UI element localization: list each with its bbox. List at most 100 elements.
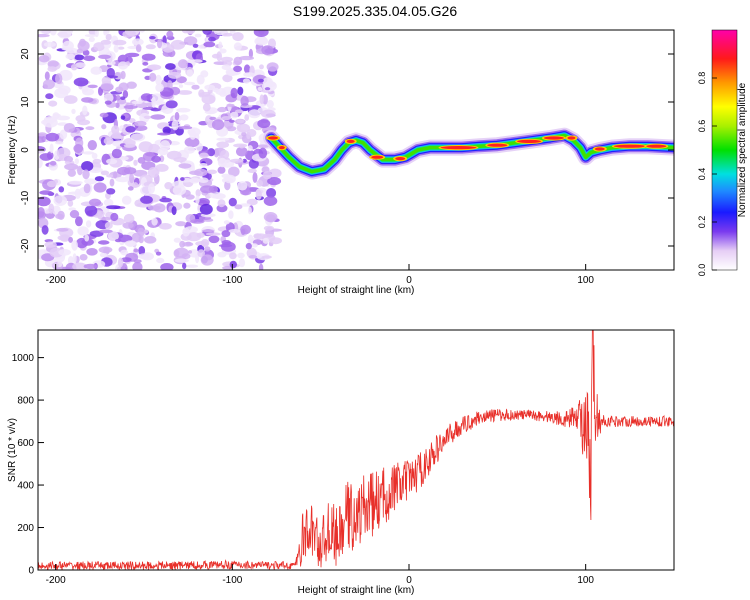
noise-blob <box>103 198 114 207</box>
colorbar-ticks: 0.0 0.2 0.4 0.6 0.8 <box>697 72 717 276</box>
noise-blob <box>245 242 252 250</box>
noise-blob <box>115 86 124 93</box>
noise-blob <box>234 204 243 210</box>
noise-blob <box>164 182 173 190</box>
noise-blob <box>186 69 194 77</box>
noise-blob <box>246 198 258 206</box>
noise-blob <box>202 229 215 233</box>
noise-blob <box>135 44 142 53</box>
noise-blob <box>88 36 95 43</box>
noise-blob <box>191 59 203 63</box>
noise-blob <box>180 177 185 181</box>
noise-blob <box>149 72 157 82</box>
noise-blob <box>129 173 135 184</box>
noise-blob <box>185 241 192 246</box>
noise-blob <box>87 84 98 89</box>
noise-blob <box>115 95 121 101</box>
noise-blob <box>121 195 132 205</box>
noise-blob <box>68 207 76 211</box>
ridge-hot-spot <box>268 136 278 140</box>
noise-blob <box>49 143 54 154</box>
noise-blob <box>228 229 241 233</box>
noise-blob <box>211 119 225 131</box>
noise-blob <box>178 126 193 130</box>
noise-blob <box>181 30 190 34</box>
noise-blob <box>166 150 182 160</box>
noise-blob <box>99 217 112 221</box>
noise-blob <box>149 36 156 40</box>
x-tick-label: -200 <box>46 575 66 586</box>
noise-blob <box>41 136 46 143</box>
y-tick-label: 200 <box>17 523 34 534</box>
noise-blob <box>234 109 245 114</box>
noise-blob <box>138 141 153 153</box>
noise-blob <box>212 87 220 93</box>
noise-blob <box>229 252 237 260</box>
ridge-hot-spot <box>487 143 508 147</box>
noise-blob <box>83 183 91 194</box>
noise-blob <box>191 84 200 90</box>
noise-blob <box>219 48 227 54</box>
noise-blob <box>260 109 276 119</box>
heatmap-xlabel: Height of straight line (km) <box>298 285 415 296</box>
noise-blob <box>178 59 188 69</box>
ridge-hot-spot <box>646 144 667 148</box>
ridge-hot-spot <box>346 139 355 143</box>
noise-blob <box>38 254 41 258</box>
noise-blob <box>107 231 119 242</box>
noise-blob <box>136 202 152 208</box>
noise-blob <box>141 53 156 61</box>
colorbar-tick-label: 0.4 <box>697 168 707 181</box>
noise-blob <box>160 263 174 270</box>
noise-blob <box>56 267 63 270</box>
noise-blob <box>217 157 227 168</box>
noise-blob <box>184 137 200 148</box>
noise-blob <box>82 49 90 56</box>
noise-blob <box>90 66 103 75</box>
noise-blob <box>97 240 110 245</box>
noise-blob <box>265 214 276 223</box>
noise-blob <box>58 85 71 95</box>
noise-blob <box>133 259 142 264</box>
noise-blob <box>49 160 57 166</box>
noise-blob <box>243 72 255 77</box>
noise-blob <box>140 195 153 204</box>
noise-blob <box>68 191 83 195</box>
noise-blob <box>202 30 213 35</box>
noise-blob <box>219 90 227 97</box>
noise-blob <box>39 153 53 161</box>
ridge-hot-spot <box>395 157 406 161</box>
noise-blob <box>56 147 71 159</box>
noise-blob <box>228 166 240 177</box>
noise-blob <box>44 116 58 123</box>
noise-blob <box>38 30 53 34</box>
noise-blob <box>155 74 162 86</box>
noise-blob <box>237 86 244 96</box>
noise-blob <box>55 213 64 220</box>
noise-blob <box>63 95 78 104</box>
noise-blob <box>174 247 189 258</box>
noise-blob <box>147 167 159 178</box>
noise-blob <box>104 100 112 105</box>
y-tick-label: 800 <box>17 396 34 407</box>
noise-blob <box>258 147 268 159</box>
x-tick-label: -100 <box>222 275 242 286</box>
noise-blob <box>179 114 189 121</box>
noise-blob <box>217 166 226 174</box>
noise-blob <box>69 210 80 219</box>
noise-blob <box>120 70 126 80</box>
noise-blob <box>58 186 65 193</box>
noise-blob <box>236 146 248 157</box>
noise-blob <box>75 216 83 227</box>
noise-blob <box>120 96 126 100</box>
noise-blob <box>244 114 250 121</box>
noise-blob <box>70 63 78 71</box>
noise-blob <box>189 129 197 140</box>
noise-blob <box>263 196 278 206</box>
noise-blob <box>148 183 155 194</box>
x-tick-label: 100 <box>577 275 594 286</box>
noise-blob <box>266 62 279 72</box>
noise-blob <box>262 77 273 87</box>
noise-blob <box>103 137 114 145</box>
